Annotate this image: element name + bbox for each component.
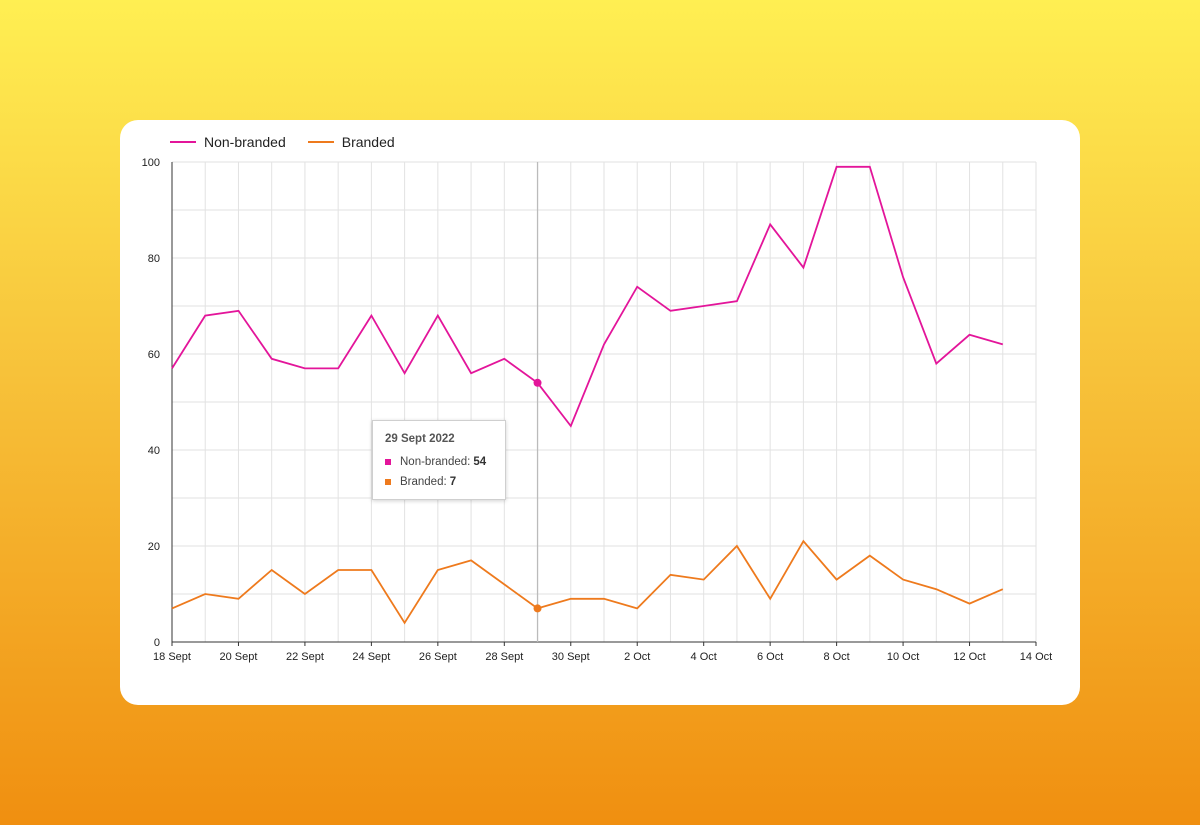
tooltip-dot-non-branded [385,459,391,465]
legend-item-branded[interactable]: Branded [307,134,395,150]
x-tick-label: 22 Sept [286,651,324,663]
series-line-branded [171,539,1004,625]
y-tick-label: 80 [148,253,160,265]
x-tick-label: 14 Oct [1020,651,1052,663]
y-tick-label: 40 [148,445,160,457]
y-tick-label: 20 [148,541,160,553]
legend-item-non-branded[interactable]: Non-branded [170,134,286,150]
x-tick-label: 28 Sept [485,651,523,663]
legend-swatch-non-branded [170,141,196,143]
x-tick-label: 18 Sept [153,651,191,663]
y-tick-label: 60 [148,349,160,361]
legend: Non-branded Branded [170,134,395,150]
y-tick-label: 100 [142,157,160,169]
x-tick-label: 8 Oct [823,651,849,663]
highlight-point-branded [533,604,542,613]
x-tick-label: 4 Oct [691,651,717,663]
x-tick-label: 30 Sept [552,651,590,663]
chart-card: Non-branded Branded 0 20 40 60 80 100 18 Sept 2… [120,120,1080,705]
tooltip-value-non-branded: 54 [473,456,487,468]
tooltip-date: 29 Sept 2022 [385,433,455,445]
y-tick-label: 0 [154,637,160,649]
legend-label-branded: Branded [341,134,395,150]
tooltip-row-branded: Branded: 7 [385,476,493,488]
line-chart[interactable]: 0 20 40 60 80 100 18 Sept 20 Sept 22 Sept 24 Sept… [120,120,1080,705]
x-tick-label: 26 Sept [419,651,457,663]
x-tick-label: 12 Oct [953,651,985,663]
x-tick-label: 20 Sept [220,651,258,663]
legend-swatch-branded [307,141,334,143]
tooltip-dot-branded [385,479,391,485]
series-line-non-branded [171,165,1004,428]
x-tick-label: 24 Sept [352,651,390,663]
tooltip-label-non-branded: Non-branded: [400,456,471,468]
tooltip: 29 Sept 2022 Non-branded: 54 Branded: 7 [372,420,506,500]
highlight-point-non-branded [533,378,542,387]
tooltip-row-non-branded: Non-branded: 54 [385,456,493,468]
x-tick-label: 2 Oct [624,651,650,663]
x-tick-label: 6 Oct [757,651,783,663]
tooltip-value-branded: 7 [449,476,457,488]
legend-label-non-branded: Non-branded [204,134,286,150]
tooltip-label-branded: Branded: [400,476,447,488]
x-tick-label: 10 Oct [887,651,919,663]
